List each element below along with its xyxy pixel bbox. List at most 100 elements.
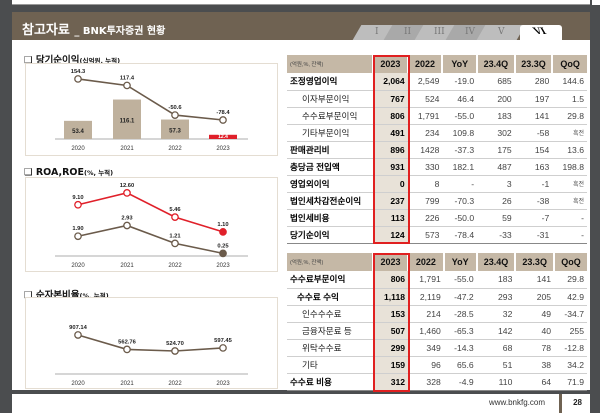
table-cell: 205 [515,288,555,306]
table-cell: -34.7 [554,305,587,323]
x-tick-label: 2020 [71,263,85,269]
section-title: 당기순이익 [35,55,80,66]
previous-page-number-edge [592,0,600,5]
table-cell: - [552,209,587,227]
tab-6-active[interactable]: VI [520,25,562,40]
table-cell: 226 [407,209,443,227]
row-label: 금융자문료 등 [287,322,373,340]
x-tick-label: 2022 [168,263,182,269]
point-data-label: 154.3 [71,69,86,75]
table-cell: 42.9 [554,288,587,306]
table-cell: 0 [373,175,408,193]
table-cell: -50.0 [442,209,478,227]
point-data-label: 1.10 [217,222,228,228]
table-cell: 349 [408,339,444,357]
column-header: QoQ [553,253,587,271]
table-cell: 198.8 [552,158,587,176]
table-header-row: (억원,%, 잔액) 2023 2022 YoY 23.4Q 23.3Q QoQ [287,253,587,271]
column-header: 23.3Q [514,253,555,271]
data-point [123,345,131,354]
data-point [74,232,82,241]
footer-url[interactable]: www.bnkfg.com [488,398,545,407]
row-label: 기타부문이익 [287,124,373,142]
page-title: 참고자료 _ BNK투자증권 현황 [22,19,165,38]
table-cell: 175 [477,141,515,159]
table-cell: 330 [407,158,443,176]
column-header: YoY [442,253,477,271]
x-tick-label: 2021 [120,263,134,269]
point-data-label: 12.60 [120,183,135,189]
table-cell: -14.3 [443,339,477,357]
table-cell: 141 [514,107,553,125]
column-header: YoY [441,55,478,73]
table-cell: -7 [514,209,553,227]
x-tick-label: 2022 [168,146,182,152]
point-data-label: 5.46 [169,207,181,213]
point-data-label: 907.14 [69,325,88,331]
title-sub: _ BNK투자증권 현황 [74,26,166,37]
table-row: 이자부문이익 767 524 46.4 200 197 1.5 [287,90,587,108]
table-cell: 2,064 [373,73,408,91]
table-cell: -4.9 [443,373,477,391]
table-cell: -38 [514,192,553,210]
bar [209,134,237,139]
point-data-label: -78.4 [216,110,230,116]
point-data-label: 562.76 [118,339,137,345]
table-cell: 328 [408,373,444,391]
series-line [77,78,224,121]
table-cell: 142 [476,322,516,340]
table-row: 인수수수료 153 214 -28.5 32 49 -34.7 [287,305,587,323]
x-tick-label: 2020 [71,381,85,387]
row-label: 수수료 비용 [287,373,373,391]
table-cell: 8 [407,175,443,193]
point-data-label: 597.45 [214,338,233,344]
table-row: 위탁수수료 299 349 -14.3 68 78 -12.8 [287,339,587,357]
table-row: 기타부문이익 491 234 109.8 302 -58 흑전 [287,124,587,142]
table-cell: 1,791 [407,107,443,125]
table-cell: 46.4 [442,90,478,108]
table-cell: 237 [373,192,408,210]
table-cell: 38 [515,356,555,374]
table-row: 영업외이익 0 8-3 -1 흑전 [287,175,587,193]
data-point [74,200,82,209]
series-line [77,224,224,255]
table-cell: 255 [554,322,587,340]
table-cell: 1,118 [373,288,409,306]
table-row: 수수료부문이익 806 1,791 -55.0 183 141 29.8 [287,107,587,125]
table-header-row: (억원,%, 잔액) 2023 2022 YoY 23.4Q 23.3Q QoQ [287,55,587,73]
table-cell: 302 [477,124,515,142]
title-main: 참고자료 [22,23,70,38]
table-row: 수수료부문이익 806 1,791 -55.0 183 141 29.8 [287,271,587,289]
table-cell: 71.9 [554,373,587,391]
table-cell: -37.3 [442,141,478,159]
point-data-label: 524.70 [166,341,184,347]
table-cell: -1 [514,175,553,193]
point-data-label: 0.25 [217,243,229,249]
section-unit: (십억원, 누적) [79,57,121,65]
row-label: 영업외이익 [287,175,373,193]
section-title-roa-roe: ❑ ROA,ROE(%, 누적) [24,167,114,178]
table-cell: 200 [477,90,515,108]
row-label: 수수료부문이익 [287,107,373,125]
bar-data-label: 12.4 [218,134,228,140]
table-cell: 799 [407,192,443,210]
table-cell: 806 [373,107,408,125]
table-cell: 182.1 [442,158,478,176]
section-unit: (%, 누적) [79,292,109,300]
table-cell: 524 [407,90,443,108]
row-label: 판매관리비 [287,141,373,159]
header-band: 참고자료 _ BNK투자증권 현황 I II III IV V VI [12,12,590,40]
income-table: (억원,%, 잔액) 2023 2022 YoY 23.4Q 23.3Q QoQ 조정영업이익… [287,55,587,244]
series-line [77,334,224,352]
table-cell: -70.3 [442,192,478,210]
x-tick-label: 2023 [216,146,230,152]
table-cell: 214 [408,305,444,323]
row-label: 법인세비용 [287,209,373,227]
table-cell: 573 [407,226,443,244]
table-cell: 153 [373,305,409,323]
row-label: 수수료 수익 [287,288,373,306]
data-point [123,221,131,230]
table-cell: 163 [514,158,553,176]
bar-data-label: 116.1 [120,118,135,124]
table-cell: 931 [373,158,408,176]
